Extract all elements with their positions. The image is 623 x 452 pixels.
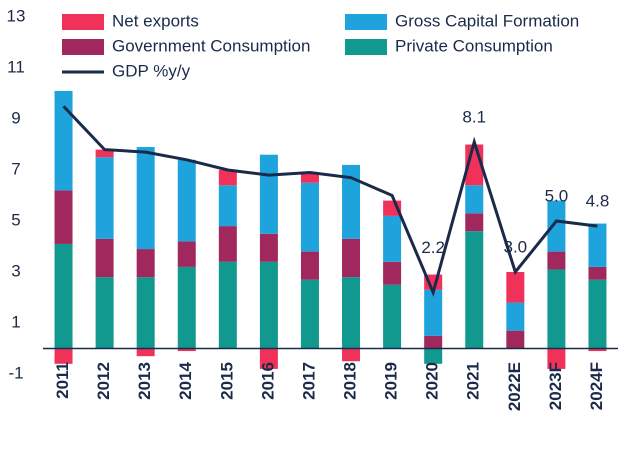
data-label: 8.1 <box>462 107 486 126</box>
x-tick-label: 2019 <box>382 362 401 400</box>
y-tick-label: 9 <box>11 108 20 127</box>
bar-segment <box>588 279 607 349</box>
bar-segment <box>177 159 196 242</box>
bar-segment <box>424 289 443 336</box>
bar-segment <box>588 223 607 267</box>
bar-segment <box>95 149 114 158</box>
x-tick-label: 2018 <box>341 362 360 400</box>
bar-segment <box>383 261 402 285</box>
bar-segment <box>342 277 361 349</box>
legend-swatch <box>345 39 387 55</box>
bar-segment <box>506 330 525 349</box>
gdp-line <box>62 105 598 297</box>
bar-segment <box>54 90 73 191</box>
x-tick-label: 2023F <box>546 362 565 410</box>
bar-segment <box>218 226 237 262</box>
legend-label: Government Consumption <box>112 36 310 55</box>
bar-segment <box>342 238 361 278</box>
bar-segment <box>547 348 566 369</box>
legend-label: Net exports <box>112 11 199 30</box>
x-tick-label: 2013 <box>135 362 154 400</box>
bar-segment <box>259 233 278 262</box>
bar-segment <box>547 200 566 252</box>
bar-segment <box>54 243 73 349</box>
bar-segment <box>177 266 196 349</box>
legend-label: GDP %y/y <box>112 61 191 80</box>
bar-segment <box>300 172 319 183</box>
bar-segment <box>136 348 155 357</box>
bar-segment <box>465 185 484 214</box>
y-tick-label: 3 <box>11 261 20 280</box>
bar-segment <box>177 348 196 352</box>
bar-segment <box>300 182 319 252</box>
bar-segment <box>506 272 525 303</box>
x-tick-label: 2012 <box>94 362 113 400</box>
bar-segment <box>95 238 114 278</box>
bar-segment <box>259 261 278 349</box>
bar-segment <box>54 348 73 364</box>
legend-swatch <box>62 39 104 55</box>
bar-segment <box>424 348 443 364</box>
y-tick-label: 7 <box>11 159 20 178</box>
bar-segment <box>177 241 196 267</box>
bar-segment <box>300 279 319 349</box>
y-tick-label: 5 <box>11 210 20 229</box>
bar-segment <box>383 284 402 349</box>
x-tick-label: 2021 <box>464 362 483 400</box>
x-tick-label: 2011 <box>53 362 72 399</box>
bar-segment <box>506 302 525 331</box>
bar-segment <box>465 231 484 349</box>
bar-segment <box>95 157 114 239</box>
bar-segment <box>54 190 73 244</box>
y-tick-label: -1 <box>8 363 23 382</box>
y-tick-label: 1 <box>11 312 20 331</box>
x-tick-label: 2020 <box>423 362 442 400</box>
legend-swatch <box>62 14 104 30</box>
bar-segment <box>588 348 607 352</box>
data-label: 4.8 <box>586 192 610 211</box>
bar-segment <box>383 215 402 262</box>
bar-segment <box>136 277 155 349</box>
bar-segment <box>342 164 361 239</box>
legend-swatch <box>345 14 387 30</box>
x-tick-label: 2024F <box>587 362 606 410</box>
bar-segment <box>218 185 237 227</box>
x-tick-label: 2015 <box>217 362 236 400</box>
legend-label: Gross Capital Formation <box>395 11 579 30</box>
x-tick-label: 2022E <box>505 362 524 411</box>
bar-segment <box>547 269 566 349</box>
bar-segment <box>300 251 319 280</box>
bar-segment <box>136 147 155 250</box>
x-tick-label: 2014 <box>176 361 195 399</box>
bar-segment <box>95 277 114 349</box>
bar-segment <box>259 348 278 369</box>
bar-segment <box>136 249 155 278</box>
x-tick-label: 2017 <box>299 362 318 400</box>
bar-segment <box>218 170 237 186</box>
y-tick-label: 13 <box>7 6 26 25</box>
y-tick-label: 11 <box>7 57 25 76</box>
bar-segment <box>342 348 361 362</box>
x-tick-label: 2016 <box>258 362 277 400</box>
bar-segment <box>424 335 443 349</box>
bar-segment <box>547 251 566 270</box>
data-label: 5.0 <box>545 186 569 205</box>
bar-segment <box>259 154 278 234</box>
bar-segment <box>588 266 607 280</box>
bar-segment <box>465 213 484 232</box>
data-label: 2.2 <box>421 238 445 257</box>
legend-label: Private Consumption <box>395 36 553 55</box>
bar-segment <box>218 261 237 349</box>
